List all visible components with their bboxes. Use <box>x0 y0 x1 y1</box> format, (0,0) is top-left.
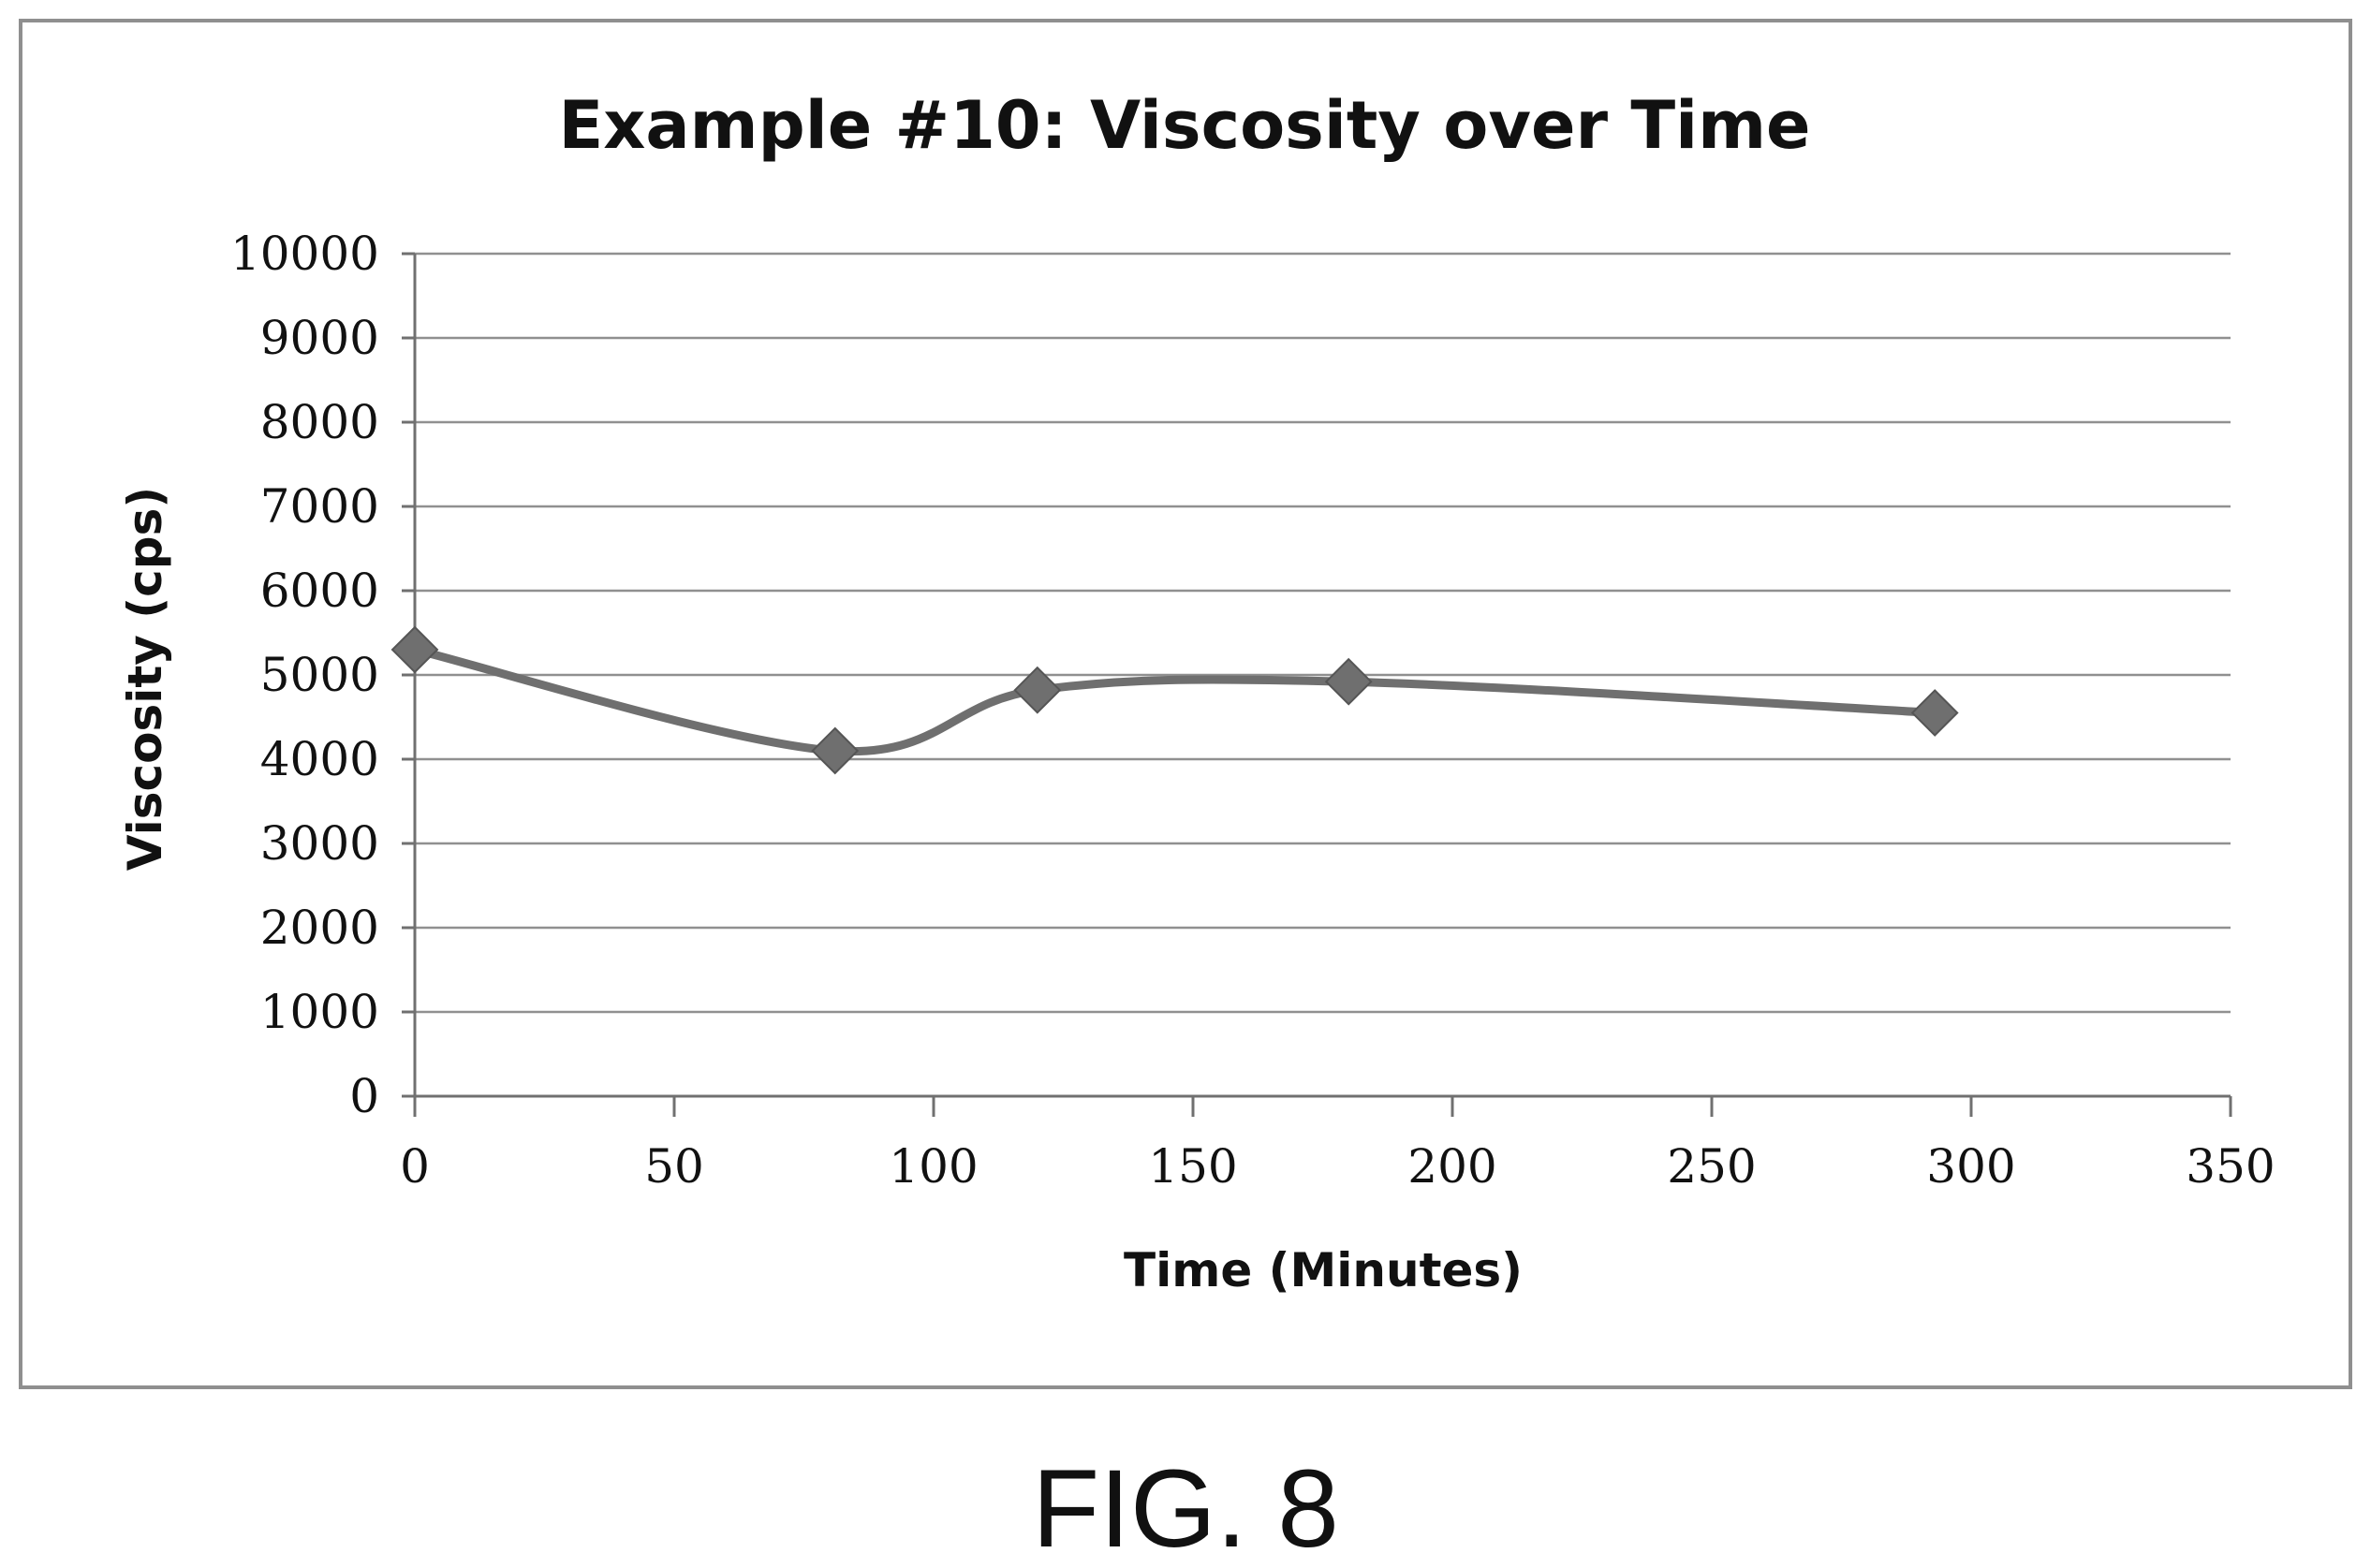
data-point-0-1 <box>811 726 860 775</box>
data-point-0-3 <box>1324 657 1373 706</box>
y-axis-ticks: 0 1000 2000 3000 4000 5000 6000 7000 8000 9000 100… <box>230 227 415 1123</box>
y-tick-label-5000: 5000 <box>260 648 379 702</box>
data-point-0-0 <box>390 625 439 674</box>
chart-title: Example #10: Viscosity over Time <box>558 87 1810 164</box>
chart-frame <box>19 19 2352 1389</box>
y-tick-label-2000: 2000 <box>260 901 379 955</box>
y-tick-label-0: 0 <box>349 1069 379 1123</box>
y-tick-label-6000: 6000 <box>260 564 379 618</box>
series-line-0 <box>410 645 1939 756</box>
y-tick-label-4000: 4000 <box>260 732 379 786</box>
y-tick-label-9000: 9000 <box>260 311 379 365</box>
x-axis-ticks: 0 50 100 150 200 250 300 350 <box>400 1096 2275 1194</box>
y-tick-label-8000: 8000 <box>260 395 379 449</box>
x-tick-label-300: 300 <box>1926 1139 2015 1194</box>
y-axis-label: Viscosity (cps) <box>118 487 172 871</box>
x-tick-label-250: 250 <box>1667 1139 1756 1194</box>
data-point-0-2 <box>1013 666 1062 714</box>
x-tick-label-50: 50 <box>644 1139 704 1194</box>
x-tick-label-150: 150 <box>1148 1139 1237 1194</box>
series-group <box>390 625 1959 775</box>
data-point-0-4 <box>1910 689 1959 737</box>
x-tick-label-100: 100 <box>889 1139 978 1194</box>
gridlines <box>415 252 2231 1014</box>
y-tick-label-1000: 1000 <box>260 985 379 1039</box>
y-tick-label-3000: 3000 <box>260 816 379 871</box>
x-tick-label-0: 0 <box>400 1139 430 1194</box>
y-tick-label-7000: 7000 <box>260 479 379 534</box>
x-tick-label-200: 200 <box>1407 1139 1496 1194</box>
y-tick-label-10000: 10000 <box>230 227 379 281</box>
x-axis-label: Time (Minutes) <box>1124 1243 1523 1297</box>
x-tick-label-350: 350 <box>2186 1139 2275 1194</box>
figure-caption: FIG. 8 <box>1032 1447 1339 1568</box>
